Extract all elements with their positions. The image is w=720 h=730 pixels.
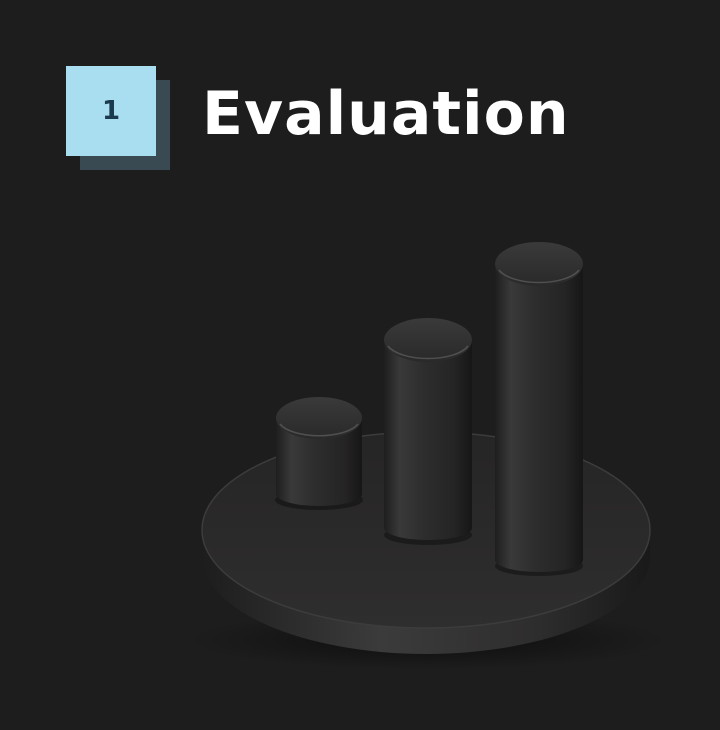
step-number-badge: 1 bbox=[66, 66, 170, 170]
bar-tall bbox=[495, 242, 583, 576]
bar-medium bbox=[384, 318, 472, 545]
step-title: Evaluation bbox=[202, 79, 570, 149]
bar-short bbox=[275, 397, 363, 510]
base-disc-side bbox=[202, 530, 650, 654]
step-number: 1 bbox=[66, 66, 156, 156]
